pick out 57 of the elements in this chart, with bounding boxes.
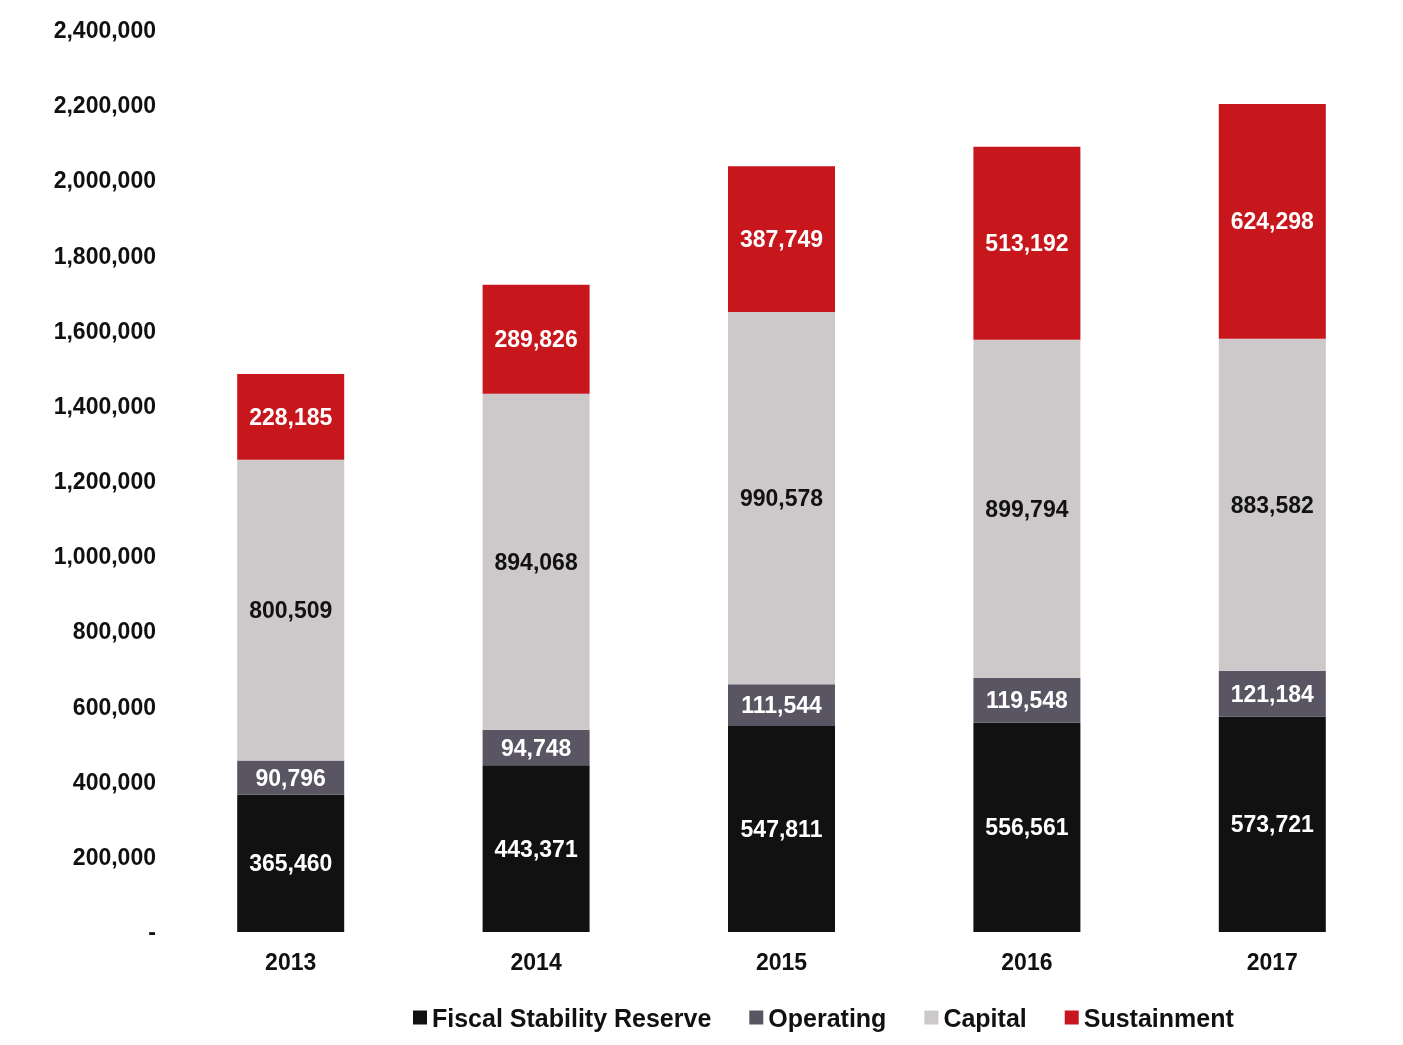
data-label: 894,068 (494, 548, 578, 575)
y-tick-label: - (148, 919, 156, 945)
y-tick-label: 1,000,000 (53, 543, 156, 570)
data-label: 556,561 (985, 814, 1069, 841)
data-label: 443,371 (494, 835, 578, 862)
legend-label: Capital (943, 1003, 1027, 1032)
y-tick-label: 1,800,000 (53, 242, 156, 269)
data-label: 228,185 (249, 403, 333, 430)
bar (728, 166, 835, 312)
bar (237, 459, 345, 761)
data-label: 573,721 (1230, 811, 1315, 838)
data-label: 111,544 (741, 692, 822, 719)
bar (728, 726, 835, 932)
data-label: 365,460 (249, 850, 333, 877)
data-label: 883,582 (1230, 491, 1314, 518)
data-label: 800,509 (249, 597, 333, 624)
data-label: 94,748 (500, 734, 572, 761)
bar (482, 765, 590, 932)
bar (973, 339, 1081, 678)
bar (1218, 104, 1326, 339)
data-label: 624,298 (1230, 208, 1315, 235)
y-tick-label: 800,000 (72, 618, 156, 645)
legend-label: Fiscal Stability Reserve (432, 1003, 712, 1032)
x-tick-label: 2017 (1246, 948, 1298, 975)
y-tick-label: 1,600,000 (53, 317, 156, 344)
bar (482, 393, 590, 730)
y-tick-label: 1,200,000 (53, 468, 156, 494)
data-label: 121,184 (1230, 680, 1315, 707)
data-label: 289,826 (494, 326, 578, 353)
data-label: 119,548 (985, 687, 1069, 714)
bar (237, 794, 345, 932)
data-label: 547,811 (740, 816, 823, 843)
bar (973, 722, 1081, 932)
x-tick-label: 2014 (510, 948, 562, 975)
y-tick-label: 1,400,000 (53, 392, 156, 419)
y-tick-label: 2,200,000 (53, 92, 156, 119)
bar (1218, 338, 1326, 671)
x-tick-label: 2013 (265, 948, 317, 975)
data-label: 990,578 (739, 485, 824, 512)
data-label: 899,794 (985, 495, 1069, 522)
bar (482, 284, 590, 394)
bar (237, 373, 345, 460)
x-tick-label: 2016 (1001, 948, 1053, 975)
bar (728, 311, 835, 685)
y-tick-label: 2,400,000 (53, 17, 156, 43)
data-label: 513,192 (985, 230, 1069, 257)
x-tick-label: 2015 (755, 948, 808, 975)
bar (973, 146, 1081, 340)
y-tick-label: 400,000 (72, 768, 156, 795)
y-tick-label: 600,000 (72, 693, 156, 720)
legend-label: Sustainment (1083, 1003, 1235, 1032)
data-label: 90,796 (255, 764, 326, 791)
y-tick-label: 200,000 (72, 843, 156, 870)
legend-label: Operating (768, 1003, 887, 1032)
data-label: 387,749 (739, 226, 824, 253)
bar (1218, 716, 1326, 932)
y-tick-label: 2,000,000 (53, 167, 156, 194)
